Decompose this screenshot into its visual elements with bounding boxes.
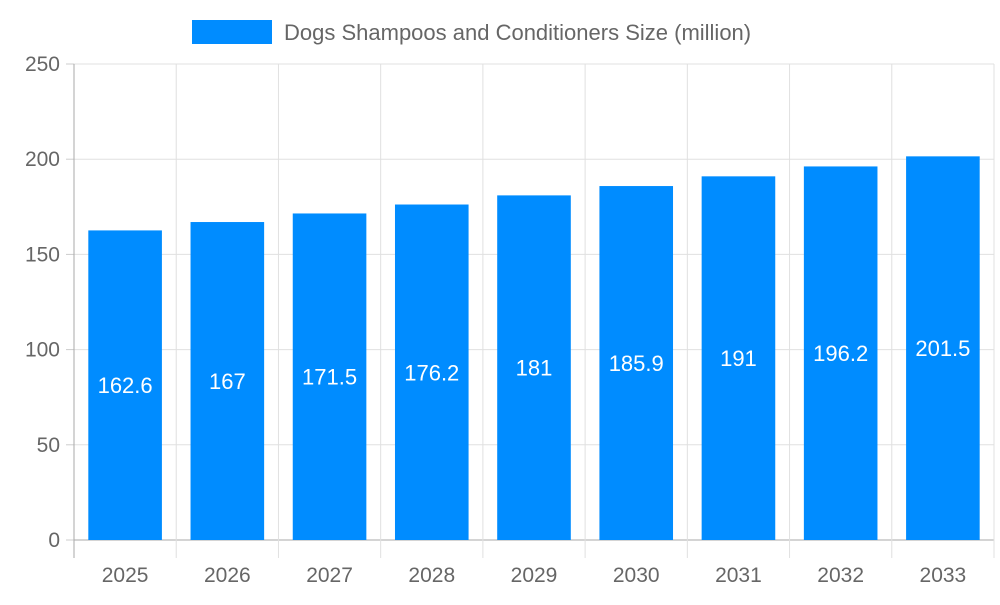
data-label: 167 [209, 369, 246, 394]
bar [803, 166, 878, 541]
x-tick-label: 2025 [102, 564, 149, 587]
x-tick-label: 2030 [613, 564, 660, 587]
bar [394, 204, 469, 540]
data-label: 185.9 [609, 351, 664, 376]
bar [292, 213, 367, 541]
legend-swatch [192, 20, 272, 44]
y-tick-label: 100 [25, 339, 60, 362]
bar [599, 186, 674, 541]
y-tick-label: 200 [25, 148, 60, 171]
y-tick-label: 0 [48, 529, 60, 552]
x-tick-label: 2033 [920, 564, 967, 587]
x-tick-label: 2029 [511, 564, 558, 587]
y-tick-label: 250 [25, 53, 60, 76]
bar [906, 156, 980, 540]
data-label: 181 [516, 356, 553, 381]
bar [497, 195, 571, 540]
x-tick-label: 2028 [408, 564, 455, 587]
y-tick-label: 150 [25, 243, 60, 266]
data-label: 191 [720, 346, 757, 371]
data-label: 201.5 [915, 336, 970, 361]
bar [701, 176, 776, 540]
data-label: 162.6 [98, 373, 153, 398]
x-tick-label: 2032 [817, 564, 864, 587]
x-tick-label: 2027 [306, 564, 353, 587]
x-tick-label: 2031 [715, 564, 762, 587]
bar [88, 230, 162, 540]
bar [190, 222, 265, 541]
y-tick-label: 50 [37, 434, 60, 457]
x-tick-label: 2026 [204, 564, 251, 587]
legend-label: Dogs Shampoos and Conditioners Size (mil… [284, 20, 751, 45]
data-label: 196.2 [813, 341, 868, 366]
data-label: 176.2 [404, 360, 459, 385]
data-label: 171.5 [302, 365, 357, 390]
